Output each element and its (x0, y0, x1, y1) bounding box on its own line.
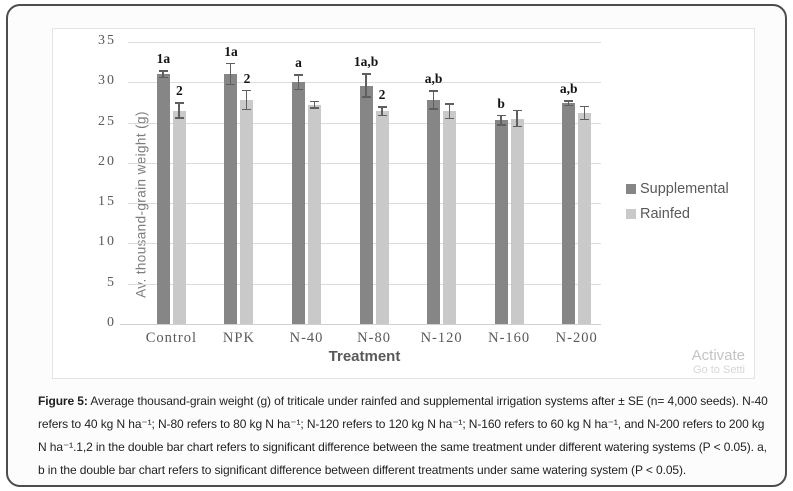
x-tick-label: N-160 (488, 330, 531, 346)
error-bar (226, 62, 236, 86)
legend-item-rainfed: Rainfed (626, 206, 729, 222)
x-tick-label: N-200 (555, 330, 598, 346)
bar-rainfed (443, 111, 457, 324)
significance-label: b (497, 95, 505, 111)
error-bar (377, 106, 387, 117)
x-tick-label: NPK (222, 330, 255, 346)
y-tick-label: 0 (107, 315, 116, 330)
error-bar (445, 103, 455, 120)
bar-supplemental (494, 120, 508, 324)
figure-caption-label: Figure 5: (38, 394, 88, 408)
legend-label: Rainfed (640, 206, 690, 222)
rainfed-swatch-icon (626, 209, 636, 219)
figure-caption-text: Average thousand-grain weight (g) of tri… (38, 394, 768, 477)
significance-label: a,b (424, 71, 443, 87)
y-tick-label: 20 (98, 153, 116, 169)
y-tick-label: 10 (98, 234, 116, 250)
legend: Supplemental Rainfed (626, 181, 729, 231)
bar-supplemental (427, 100, 441, 324)
y-tick-label: 5 (107, 274, 116, 290)
supplemental-swatch-icon (626, 184, 636, 194)
grid-line (128, 42, 601, 43)
x-tick-label: N-80 (357, 330, 391, 346)
bar-supplemental (292, 82, 305, 324)
y-tick-label: 15 (98, 194, 116, 210)
bar-rainfed (308, 104, 321, 324)
x-axis-line (120, 324, 601, 325)
bar-supplemental (224, 74, 238, 324)
error-bar (310, 100, 319, 109)
y-tick-label: 25 (98, 113, 116, 129)
bar-rainfed (375, 111, 389, 324)
significance-label: 2 (378, 87, 386, 103)
y-tick-label: 30 (98, 73, 116, 89)
error-bar (429, 90, 439, 110)
plot-area: 0 5 10 15 20 25 30 35 1a 2 Control 1a 2 NPK a N-40 1a,b 2… (98, 33, 601, 346)
error-bar (496, 114, 506, 126)
error-bar (361, 73, 371, 98)
bar-rainfed (578, 112, 592, 324)
grid-line (128, 82, 601, 84)
significance-label: 2 (176, 83, 183, 99)
error-bar (242, 89, 252, 111)
legend-label: Supplemental (640, 181, 729, 197)
error-bar (294, 74, 303, 91)
significance-label: a,b (559, 81, 578, 96)
error-bar (580, 105, 590, 121)
figure-frame: Av. thousand-grain weight (g) 0 5 10 15 20 25… (6, 4, 787, 487)
error-bar (512, 109, 522, 128)
bar-supplemental (359, 85, 373, 324)
x-tick-label: N-120 (420, 330, 463, 346)
significance-label: 1a (156, 51, 171, 67)
bar-rainfed (172, 110, 186, 324)
bar-supplemental (156, 74, 170, 324)
chart-panel: Av. thousand-grain weight (g) 0 5 10 15 20 25… (52, 28, 755, 379)
x-axis-title: Treatment (328, 348, 401, 365)
figure-caption: Figure 5: Average thousand-grain weight … (38, 390, 773, 482)
bar-rainfed (240, 100, 254, 324)
x-tick-label: Control (145, 330, 198, 346)
x-tick-label: N-40 (289, 330, 324, 346)
significance-label: 1a,b (353, 54, 379, 70)
bar-supplemental (562, 103, 576, 324)
legend-item-supplemental: Supplemental (626, 181, 729, 197)
bar-rainfed (510, 118, 524, 324)
y-tick-label: 35 (98, 33, 116, 48)
error-bar (564, 100, 574, 107)
significance-label: a (295, 55, 302, 71)
significance-label: 2 (243, 70, 251, 86)
error-bar (174, 102, 184, 119)
significance-label: 1a (224, 43, 238, 59)
error-bar (158, 70, 168, 79)
